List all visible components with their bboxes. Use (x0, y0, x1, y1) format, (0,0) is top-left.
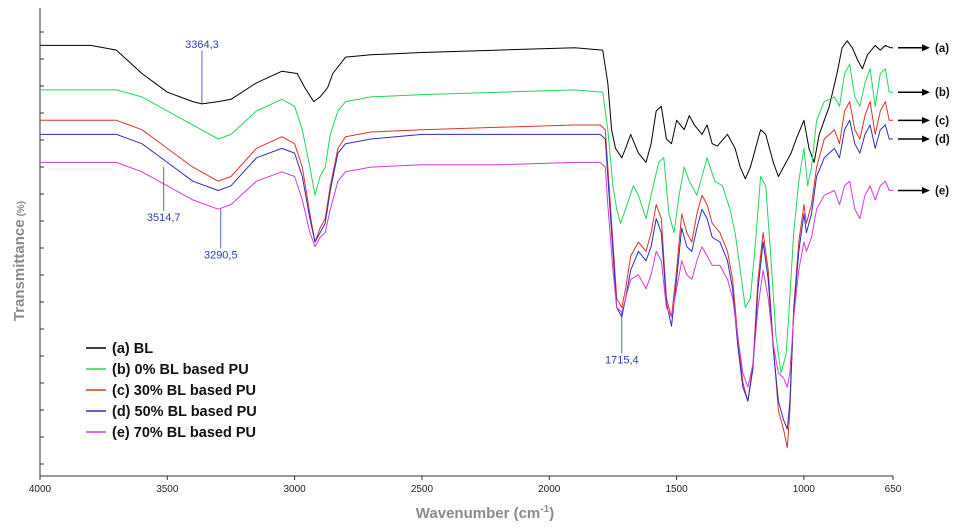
x-tick-label: 1000 (793, 484, 816, 495)
series-line (40, 63, 893, 374)
x-tick-label: 3000 (284, 484, 307, 495)
x-tick-label: 3500 (156, 484, 179, 495)
series-line (40, 40, 893, 180)
series-tag-label: (b) (935, 87, 950, 99)
x-tick-label: 2000 (538, 484, 561, 495)
legend-label: (a) BL (112, 341, 153, 357)
series-group (40, 40, 893, 449)
annotation-label: 1715,4 (605, 355, 639, 367)
series-tag-label: (c) (935, 115, 949, 127)
series-tags-group: (a) (b) (c) (d) (e) (898, 43, 950, 198)
x-tick-label: 4000 (29, 484, 52, 495)
x-tick-label: 1500 (665, 484, 688, 495)
axes-group: 4000 3500 3000 2500 2000 1500 1000 650 (29, 8, 902, 495)
series-line (40, 161, 893, 388)
series-tag-arrowhead (922, 187, 930, 195)
annotation-group: 3364,3 3514,7 3290,5 1715,4 (147, 39, 639, 367)
series-tag-arrowhead (922, 88, 930, 96)
series-tag-label: (a) (935, 43, 949, 55)
x-tick-label: 2500 (411, 484, 434, 495)
x-tick-label: 650 (885, 484, 902, 495)
series-tag-label: (d) (935, 134, 950, 146)
series-tag-arrowhead (922, 44, 930, 52)
series-line (40, 101, 893, 449)
legend-label: (c) 30% BL based PU (112, 383, 256, 399)
legend-label: (d) 50% BL based PU (112, 404, 257, 420)
series-line (40, 119, 893, 430)
series-tag-label: (e) (935, 186, 949, 198)
annotation-label: 3364,3 (185, 39, 219, 51)
x-axis-title: Wavenumber (cm-1) (416, 504, 554, 522)
legend-label: (b) 0% BL based PU (112, 362, 249, 378)
series-tag-arrowhead (922, 116, 930, 124)
legend-label: (e) 70% BL based PU (112, 425, 256, 441)
series-tag-arrowhead (922, 135, 930, 143)
annotation-label: 3514,7 (147, 212, 181, 224)
annotation-label: 3290,5 (204, 249, 238, 261)
y-axis-ticks (40, 31, 44, 465)
y-axis-title: Transmittance(%) (11, 201, 28, 321)
x-axis-ticks: 4000 3500 3000 2500 2000 1500 1000 650 (29, 476, 902, 495)
legend: (a) BL (b) 0% BL based PU (c) 30% BL based… (86, 341, 257, 441)
